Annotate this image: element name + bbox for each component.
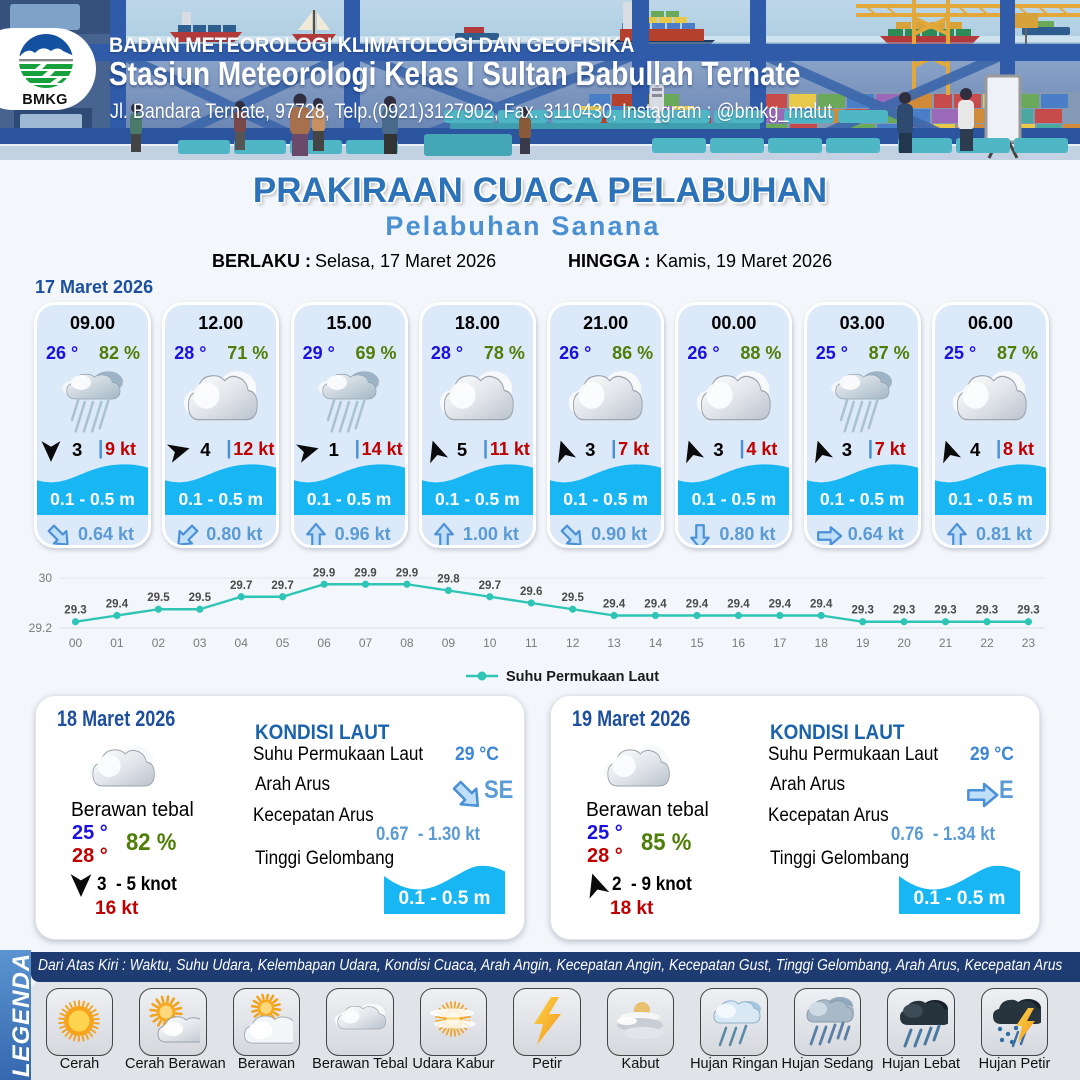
svg-text:29.3: 29.3 xyxy=(893,605,915,617)
svg-text:16: 16 xyxy=(732,636,746,650)
svg-text:29.7: 29.7 xyxy=(230,580,252,592)
svg-text:10: 10 xyxy=(483,636,497,650)
svg-text:29.2: 29.2 xyxy=(29,621,53,635)
svg-text:29.9: 29.9 xyxy=(313,567,335,579)
svg-text:17: 17 xyxy=(773,636,787,650)
svg-text:29.9: 29.9 xyxy=(354,567,376,579)
svg-text:08: 08 xyxy=(400,636,414,650)
svg-text:20: 20 xyxy=(897,636,911,650)
svg-text:19: 19 xyxy=(856,636,870,650)
svg-text:00: 00 xyxy=(69,636,83,650)
svg-text:29.7: 29.7 xyxy=(271,580,293,592)
svg-text:29.3: 29.3 xyxy=(64,605,86,617)
svg-text:29.3: 29.3 xyxy=(976,605,998,617)
svg-text:30: 30 xyxy=(39,571,53,585)
svg-text:29.3: 29.3 xyxy=(1017,605,1039,617)
svg-text:29.7: 29.7 xyxy=(479,580,501,592)
svg-text:29.3: 29.3 xyxy=(934,605,956,617)
svg-text:29.4: 29.4 xyxy=(106,599,129,611)
svg-text:11: 11 xyxy=(525,636,538,650)
svg-text:29.4: 29.4 xyxy=(644,599,667,611)
svg-text:BMKG: BMKG xyxy=(22,92,68,108)
svg-text:29.5: 29.5 xyxy=(562,592,585,604)
svg-text:18: 18 xyxy=(815,636,829,650)
svg-text:29.5: 29.5 xyxy=(189,592,212,604)
svg-text:03: 03 xyxy=(193,636,207,650)
svg-text:29.4: 29.4 xyxy=(810,599,833,611)
svg-text:09: 09 xyxy=(442,636,456,650)
svg-text:12: 12 xyxy=(566,636,580,650)
svg-text:29.9: 29.9 xyxy=(396,567,418,579)
svg-text:Suhu Permukaan Laut: Suhu Permukaan Laut xyxy=(506,669,659,685)
svg-text:21: 21 xyxy=(939,636,953,650)
svg-text:04: 04 xyxy=(235,636,249,650)
svg-text:29.4: 29.4 xyxy=(769,599,792,611)
svg-text:13: 13 xyxy=(607,636,621,650)
svg-text:29.3: 29.3 xyxy=(852,605,874,617)
svg-text:22: 22 xyxy=(980,636,994,650)
svg-text:29.6: 29.6 xyxy=(520,586,542,598)
svg-text:23: 23 xyxy=(1022,636,1036,650)
svg-text:05: 05 xyxy=(276,636,290,650)
svg-text:29.4: 29.4 xyxy=(686,599,709,611)
svg-text:29.4: 29.4 xyxy=(727,599,750,611)
svg-text:29.5: 29.5 xyxy=(147,592,170,604)
svg-text:07: 07 xyxy=(359,636,373,650)
svg-text:29.8: 29.8 xyxy=(437,574,460,586)
svg-text:29.4: 29.4 xyxy=(603,599,626,611)
svg-text:01: 01 xyxy=(110,636,124,650)
svg-text:15: 15 xyxy=(690,636,704,650)
svg-text:06: 06 xyxy=(317,636,331,650)
svg-text:14: 14 xyxy=(649,636,663,650)
svg-text:02: 02 xyxy=(152,636,166,650)
